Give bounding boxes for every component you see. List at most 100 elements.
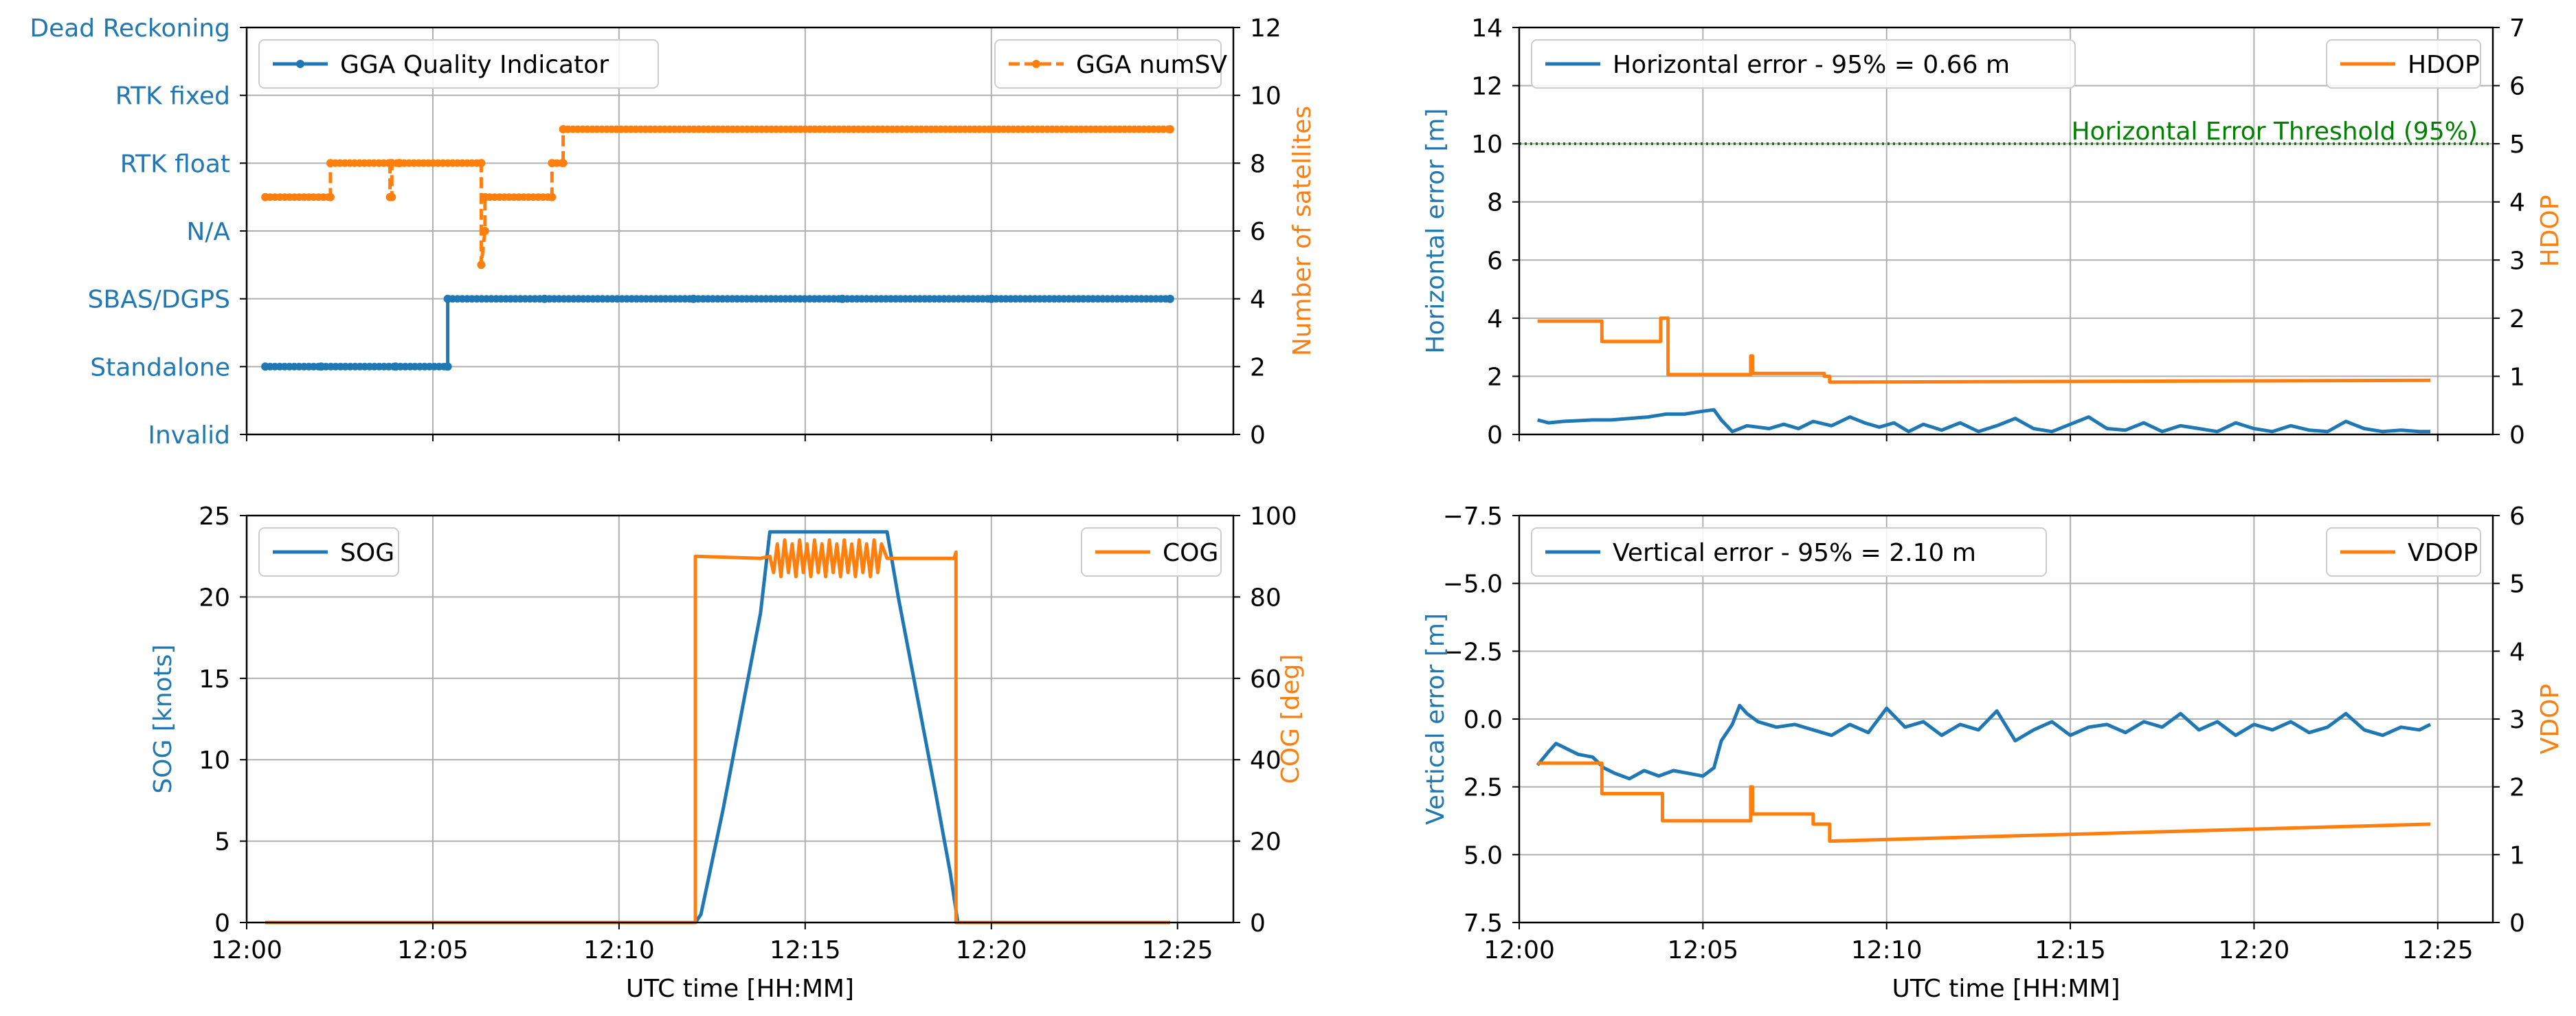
y-tick-label-right: 8 <box>1250 150 1266 178</box>
plot-frame <box>245 514 1235 924</box>
x-tick-label: 12:00 <box>1483 936 1555 964</box>
y-tick-label-right: 100 <box>1250 503 1297 531</box>
y-tick-label-left: 7.5 <box>1464 909 1503 938</box>
data-point <box>559 159 568 168</box>
data-point <box>326 192 335 201</box>
y-tick-label-left: RTK float <box>120 150 230 178</box>
data-point <box>477 159 486 168</box>
data-point <box>540 294 549 303</box>
y-axis-label-right: HDOP <box>2536 195 2564 267</box>
y-tick-label-left: 2 <box>1487 363 1503 391</box>
legend-right: GGA numSV <box>994 39 1227 89</box>
series-line-sog <box>265 530 1170 925</box>
legend-box <box>2326 39 2481 89</box>
series-line-cog <box>265 538 1170 925</box>
y-tick-label-left: 5.0 <box>1464 841 1503 870</box>
y-axis-label-right: VDOP <box>2536 684 2564 754</box>
data-point <box>987 294 996 303</box>
y-tick-label-right: 40 <box>1250 747 1281 775</box>
series-line-vertical-error <box>1536 703 2432 781</box>
chart-horizontal: Horizontal Error Threshold (95%)02468101… <box>1422 14 2564 450</box>
series-line-hdop <box>1537 316 2431 384</box>
y-tick-label-right: 0 <box>2509 909 2525 938</box>
y-tick-label-left: 10 <box>1471 131 1503 159</box>
y-tick-label-right: 1 <box>2509 363 2525 391</box>
y-tick-label-left: 25 <box>199 503 230 531</box>
y-tick-label-left: 5 <box>214 828 230 857</box>
y-tick-label-right: 2 <box>2509 774 2525 802</box>
y-tick-label-left: SBAS/DGPS <box>88 286 230 314</box>
y-tick-label-left: 8 <box>1487 189 1503 217</box>
y-tick-label-left: 0 <box>1487 421 1503 450</box>
legend-box <box>1531 527 2047 577</box>
y-tick-label-right: 10 <box>1250 82 1281 111</box>
y-tick-label-right: 5 <box>2509 131 2525 159</box>
y-tick-label-right: 7 <box>2509 14 2525 43</box>
legend-label: COG <box>1163 539 1218 567</box>
legend-label: VDOP <box>2408 539 2478 567</box>
data-point <box>317 362 326 371</box>
y-tick-label-right: 20 <box>1250 828 1281 857</box>
y-tick-label-left: 2.5 <box>1464 774 1503 802</box>
data-point <box>443 294 452 303</box>
y-tick-label-left: Invalid <box>148 421 230 450</box>
data-point <box>388 159 396 168</box>
y-tick-label-right: 12 <box>1250 14 1281 43</box>
y-axis-label-left: Horizontal error [m] <box>1422 108 1450 353</box>
y-tick-label-left: 0 <box>214 909 230 938</box>
y-tick-label-left: 4 <box>1487 305 1503 333</box>
data-point <box>395 159 404 168</box>
data-point <box>548 192 557 201</box>
chart-sog: 12:00 12:05 12:10 12:15 12:20 12:25 0 5 10 15 20 25… <box>149 503 1305 1003</box>
y-axis-label-left: Vertical error [m] <box>1422 613 1450 825</box>
x-tick-label: 12:10 <box>1851 936 1923 964</box>
y-tick-label-right: 6 <box>2509 503 2525 531</box>
legend-left: Horizontal error - 95% = 0.66 m <box>1531 39 2076 89</box>
series-line-gga-quality-indicator <box>265 297 1170 368</box>
y-tick-label-left: 0.0 <box>1464 706 1503 734</box>
y-tick-label-right: 1 <box>2509 841 2525 870</box>
data-point <box>548 159 557 168</box>
legend-box <box>994 39 1222 89</box>
y-tick-label-left: 20 <box>199 584 230 612</box>
legend-left: Vertical error - 95% = 2.10 m <box>1531 527 2047 577</box>
y-tick-label-left: RTK fixed <box>115 82 230 111</box>
threshold-label: Horizontal Error Threshold (95%) <box>2072 118 2478 146</box>
x-tick-label: 12:15 <box>2035 936 2106 964</box>
legend-right: VDOP <box>2326 527 2481 577</box>
data-point <box>480 192 489 201</box>
x-tick-label: 12:05 <box>1667 936 1738 964</box>
y-tick-label-right: 80 <box>1250 584 1281 612</box>
y-tick-label-right: 5 <box>2509 571 2525 599</box>
legend-label: Horizontal error - 95% = 0.66 m <box>1613 51 2010 79</box>
y-tick-label-right: 4 <box>1250 286 1266 314</box>
series-line-horizontal-error <box>1537 408 2431 434</box>
y-tick-label-left: −7.5 <box>1443 503 1503 531</box>
data-point <box>1165 294 1174 303</box>
legend-right: HDOP <box>2326 39 2481 89</box>
y-tick-label-left: 10 <box>199 747 230 775</box>
y-tick-label-right: 4 <box>2509 638 2525 666</box>
y-tick-label-right: 2 <box>2509 305 2525 333</box>
x-tick-label: 12:00 <box>211 936 282 964</box>
plot-frame <box>1518 26 2494 436</box>
y-tick-label-right: 3 <box>2509 247 2525 275</box>
y-tick-label-right: 0 <box>1250 421 1266 450</box>
legend-label: GGA Quality Indicator <box>340 51 609 79</box>
y-tick-label-left: N/A <box>186 218 230 246</box>
data-point <box>326 159 335 168</box>
x-axis-label: UTC time [HH:MM] <box>626 975 854 1003</box>
y-tick-label-left: 15 <box>199 665 230 694</box>
data-point <box>388 192 396 201</box>
y-tick-label-left: −2.5 <box>1443 638 1503 666</box>
data-point <box>261 362 270 371</box>
y-tick-label-left: 12 <box>1471 73 1503 101</box>
series-line-gga-numsv <box>265 127 1170 267</box>
legend-box <box>2326 527 2481 577</box>
chart-vertical: 12:00 12:05 12:10 12:15 12:20 12:25 −7.5 −5.0 −2… <box>1422 503 2564 1003</box>
y-axis-label-right: Number of satellites <box>1288 106 1317 356</box>
data-point <box>1165 125 1174 133</box>
data-point <box>443 362 452 371</box>
legend-left: SOG <box>258 527 399 577</box>
